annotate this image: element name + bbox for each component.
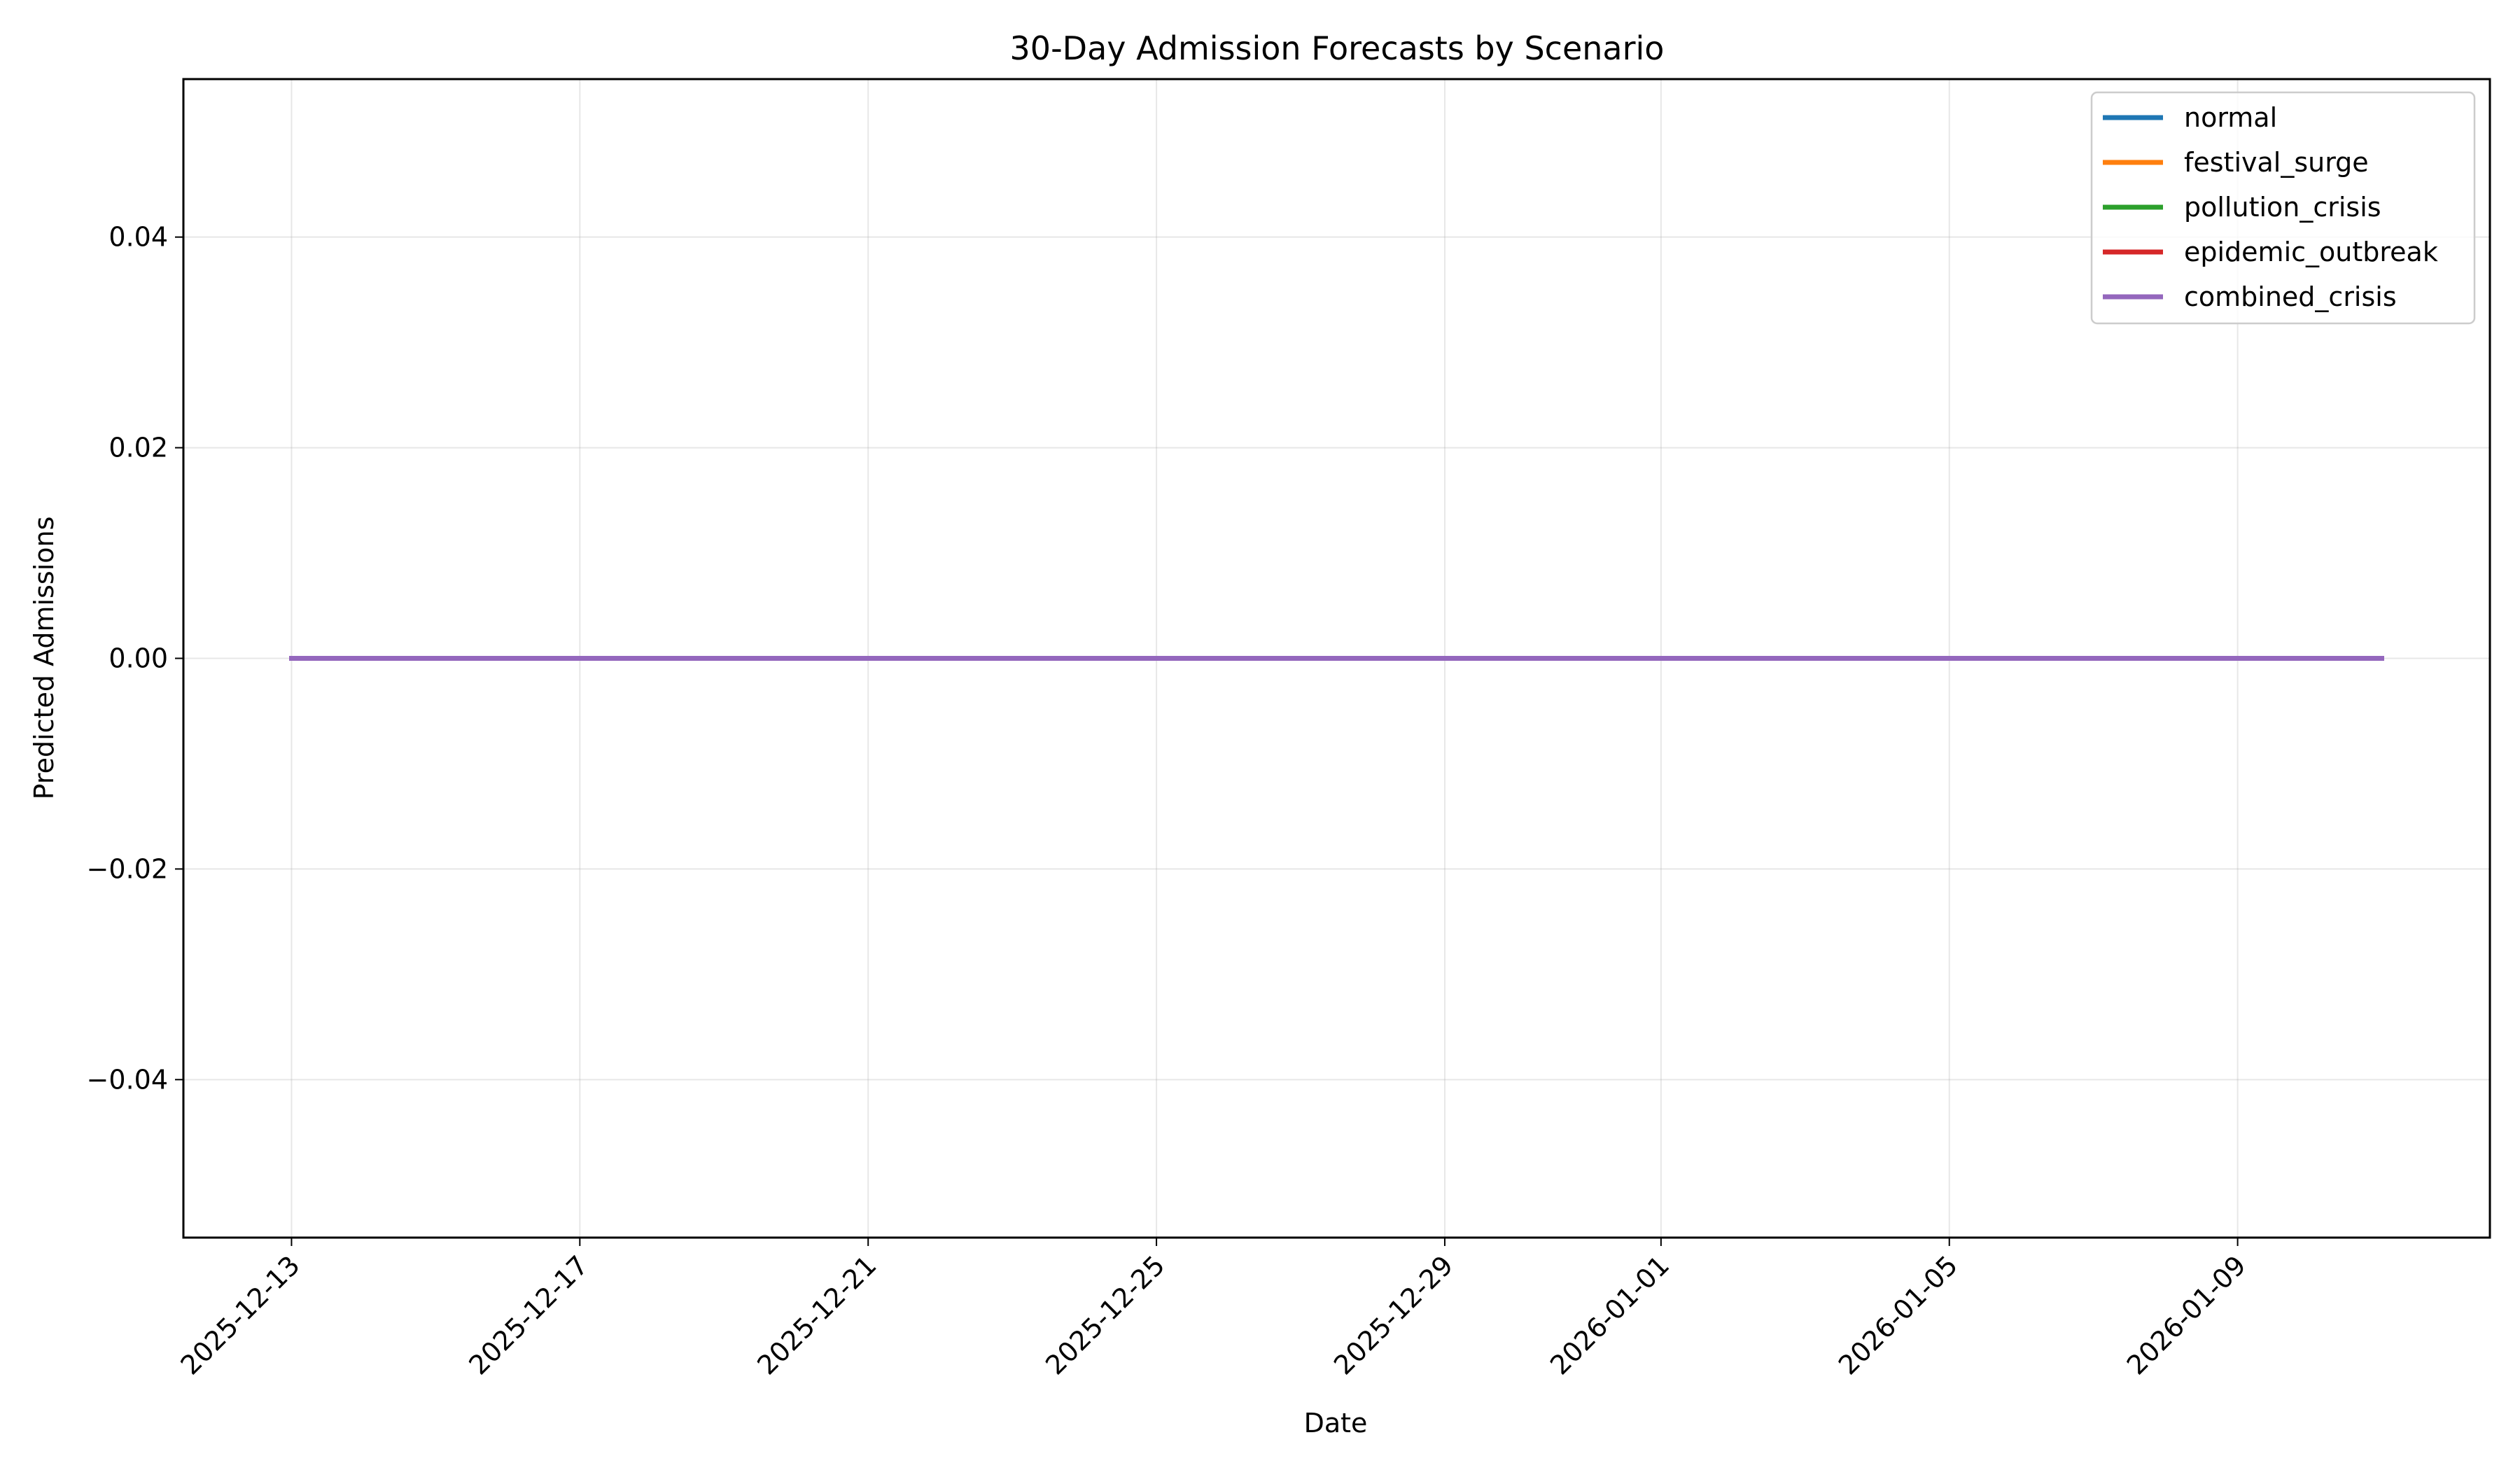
y-tick-label: −0.02 [87, 853, 168, 884]
x-tick-label: 2025-12-13 [175, 1250, 306, 1380]
legend: normal festival_surge pollution_crisisepid… [2090, 91, 2476, 325]
legend-label: epidemic_outbreak [2184, 237, 2438, 267]
y-axis-label: Predicted Admissions [29, 517, 59, 800]
y-tick-label: −0.04 [87, 1064, 168, 1095]
chart-title: 30-Day Admission Forecasts by Scenario [1010, 29, 1665, 67]
x-tick-label: 2025-12-25 [1040, 1250, 1170, 1380]
x-axis-ticks: 2025-12-13 2025-12-17 2025-12-21 2025-12-25… [175, 1238, 2252, 1381]
x-tick-label: 2025-12-29 [1328, 1250, 1459, 1380]
legend-label: normal [2184, 102, 2277, 133]
legend-label: combined_crisis [2184, 281, 2397, 312]
x-tick-label: 2026-01-05 [1833, 1250, 1963, 1380]
y-axis-ticks: 0.04 0.02 0.00 −0.02 −0.04 [87, 222, 183, 1095]
y-tick-label: 0.02 [108, 433, 168, 463]
x-tick-label: 2026-01-01 [1544, 1250, 1675, 1380]
legend-label: pollution_crisis [2184, 192, 2381, 223]
legend-box [2090, 91, 2476, 325]
x-tick-label: 2025-12-21 [751, 1250, 882, 1380]
y-tick-label: 0.04 [108, 222, 168, 253]
x-axis-label: Date [1304, 1408, 1368, 1438]
y-tick-label: 0.00 [108, 643, 168, 674]
x-tick-label: 2026-01-09 [2121, 1250, 2252, 1380]
legend-label: festival_surge [2184, 147, 2369, 178]
x-tick-label: 2025-12-17 [463, 1250, 594, 1380]
